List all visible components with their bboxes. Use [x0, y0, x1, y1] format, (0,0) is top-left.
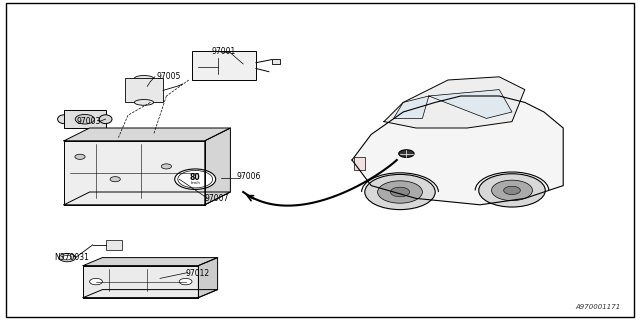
- Circle shape: [378, 181, 422, 203]
- Bar: [272, 60, 280, 64]
- Circle shape: [399, 150, 414, 157]
- Polygon shape: [205, 128, 230, 205]
- Ellipse shape: [134, 100, 154, 105]
- Circle shape: [179, 278, 192, 285]
- Text: 97003: 97003: [77, 117, 101, 126]
- Ellipse shape: [99, 115, 112, 124]
- Text: 97012: 97012: [186, 269, 210, 278]
- Circle shape: [59, 253, 76, 262]
- Polygon shape: [83, 258, 218, 266]
- Text: 97007: 97007: [205, 194, 229, 203]
- Circle shape: [75, 154, 85, 159]
- Text: N370031: N370031: [54, 253, 89, 262]
- Polygon shape: [83, 266, 198, 298]
- Circle shape: [479, 174, 545, 207]
- Polygon shape: [429, 90, 512, 118]
- Circle shape: [504, 186, 520, 195]
- Circle shape: [492, 180, 532, 201]
- Text: km/h: km/h: [190, 181, 200, 185]
- Circle shape: [76, 115, 95, 124]
- Polygon shape: [352, 96, 563, 205]
- Bar: [125, 78, 163, 102]
- FancyBboxPatch shape: [192, 51, 256, 80]
- Bar: [64, 110, 106, 128]
- Polygon shape: [64, 192, 230, 205]
- Bar: [106, 240, 122, 250]
- Circle shape: [63, 255, 72, 260]
- Polygon shape: [394, 96, 429, 118]
- Ellipse shape: [58, 115, 70, 124]
- Polygon shape: [64, 141, 205, 205]
- Ellipse shape: [134, 76, 154, 81]
- Circle shape: [161, 164, 172, 169]
- Polygon shape: [83, 290, 218, 298]
- Circle shape: [90, 278, 102, 285]
- Text: 97001: 97001: [211, 47, 236, 56]
- Circle shape: [178, 171, 212, 188]
- Text: 80: 80: [190, 173, 200, 182]
- Polygon shape: [64, 128, 230, 141]
- Circle shape: [390, 187, 410, 197]
- Bar: [354, 157, 365, 170]
- Polygon shape: [198, 258, 218, 298]
- Text: 97006: 97006: [237, 172, 261, 180]
- Circle shape: [110, 177, 120, 182]
- Circle shape: [175, 169, 216, 189]
- Text: A970001171: A970001171: [575, 304, 621, 310]
- Circle shape: [365, 174, 435, 210]
- Text: 97005: 97005: [157, 72, 181, 81]
- Polygon shape: [384, 77, 525, 128]
